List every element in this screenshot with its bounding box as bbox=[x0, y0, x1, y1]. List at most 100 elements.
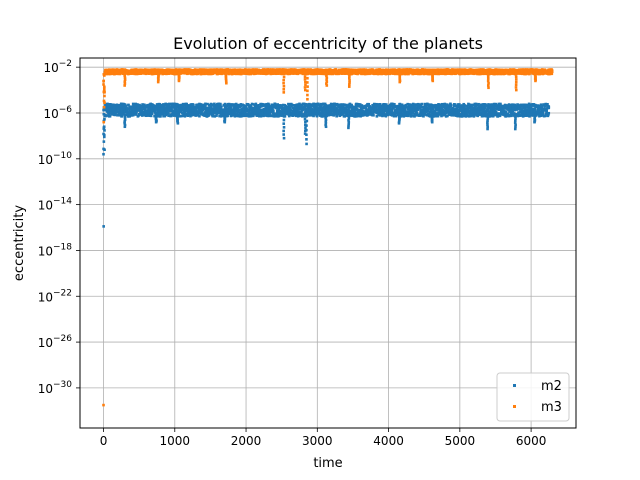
data-point bbox=[479, 111, 483, 115]
data-point bbox=[432, 107, 435, 111]
data-point bbox=[514, 125, 517, 129]
data-point bbox=[444, 111, 448, 114]
data-point bbox=[347, 120, 351, 124]
data-point bbox=[410, 113, 413, 116]
data-point bbox=[161, 106, 165, 110]
data-point bbox=[181, 114, 185, 118]
data-point bbox=[311, 107, 314, 111]
data-point bbox=[273, 102, 277, 106]
data-point bbox=[347, 107, 350, 111]
data-point bbox=[260, 114, 263, 117]
data-point bbox=[140, 105, 144, 109]
data-point bbox=[503, 109, 506, 112]
data-point bbox=[287, 104, 291, 108]
data-point bbox=[370, 108, 373, 112]
data-point bbox=[282, 129, 285, 133]
data-point bbox=[250, 106, 253, 110]
data-point bbox=[238, 108, 241, 112]
data-point bbox=[541, 112, 545, 115]
data-point bbox=[304, 126, 307, 130]
data-point bbox=[394, 114, 398, 118]
data-point bbox=[318, 110, 321, 113]
data-point bbox=[509, 114, 513, 118]
data-point bbox=[139, 104, 143, 108]
data-point bbox=[118, 113, 122, 117]
data-point bbox=[120, 106, 123, 110]
data-point bbox=[160, 108, 164, 112]
data-point bbox=[392, 107, 395, 110]
data-point bbox=[149, 114, 153, 118]
data-point bbox=[123, 116, 127, 120]
data-point bbox=[279, 110, 282, 114]
data-point bbox=[211, 114, 215, 118]
data-point bbox=[165, 108, 169, 111]
data-point bbox=[282, 133, 285, 136]
data-point bbox=[252, 114, 255, 118]
data-point bbox=[303, 106, 306, 110]
data-point bbox=[246, 102, 250, 106]
data-point bbox=[335, 114, 338, 118]
data-point bbox=[371, 111, 374, 115]
data-point bbox=[348, 102, 352, 106]
data-point bbox=[172, 104, 176, 108]
data-point bbox=[215, 112, 219, 115]
data-point bbox=[243, 111, 247, 115]
data-point bbox=[233, 114, 237, 118]
data-point bbox=[526, 110, 530, 114]
data-point bbox=[506, 112, 510, 116]
data-point bbox=[340, 110, 343, 113]
data-point bbox=[486, 119, 489, 122]
data-point bbox=[404, 103, 408, 107]
data-point bbox=[533, 107, 537, 111]
data-point bbox=[409, 103, 412, 107]
data-point bbox=[167, 114, 170, 118]
data-point bbox=[213, 102, 216, 106]
data-point bbox=[264, 109, 268, 113]
data-point bbox=[312, 114, 315, 118]
data-point bbox=[471, 106, 475, 110]
data-point bbox=[150, 106, 153, 110]
data-point bbox=[184, 113, 188, 117]
data-point bbox=[423, 110, 426, 113]
data-point bbox=[280, 105, 284, 109]
data-point bbox=[386, 110, 389, 114]
data-point bbox=[442, 113, 445, 117]
data-point bbox=[305, 128, 308, 132]
data-point bbox=[496, 115, 500, 118]
data-point bbox=[407, 112, 410, 116]
data-point bbox=[439, 105, 443, 109]
data-point bbox=[260, 104, 263, 108]
data-point bbox=[204, 104, 207, 107]
data-point bbox=[465, 104, 469, 108]
data-point bbox=[277, 107, 281, 111]
data-point bbox=[270, 114, 274, 118]
data-point bbox=[320, 103, 323, 107]
data-point bbox=[399, 113, 403, 116]
data-point bbox=[334, 113, 338, 116]
data-point bbox=[393, 103, 396, 106]
data-point bbox=[547, 106, 551, 110]
data-point bbox=[122, 112, 125, 116]
data-point bbox=[545, 109, 548, 112]
data-point bbox=[276, 72, 280, 75]
data-point bbox=[196, 104, 200, 107]
data-point bbox=[305, 124, 308, 127]
data-point bbox=[177, 108, 181, 112]
data-point bbox=[254, 111, 257, 115]
data-point bbox=[286, 108, 290, 112]
data-point bbox=[426, 109, 430, 112]
data-point bbox=[477, 102, 480, 106]
data-point bbox=[420, 108, 424, 112]
data-point bbox=[423, 113, 427, 116]
data-point bbox=[390, 107, 393, 111]
data-point bbox=[235, 112, 238, 116]
data-point bbox=[344, 107, 347, 110]
data-point bbox=[240, 105, 243, 108]
data-point bbox=[513, 127, 517, 131]
data-point bbox=[357, 114, 361, 118]
data-point bbox=[468, 110, 472, 114]
data-point bbox=[384, 114, 388, 118]
data-point bbox=[123, 121, 126, 125]
data-point bbox=[142, 111, 145, 114]
data-point bbox=[304, 120, 307, 124]
